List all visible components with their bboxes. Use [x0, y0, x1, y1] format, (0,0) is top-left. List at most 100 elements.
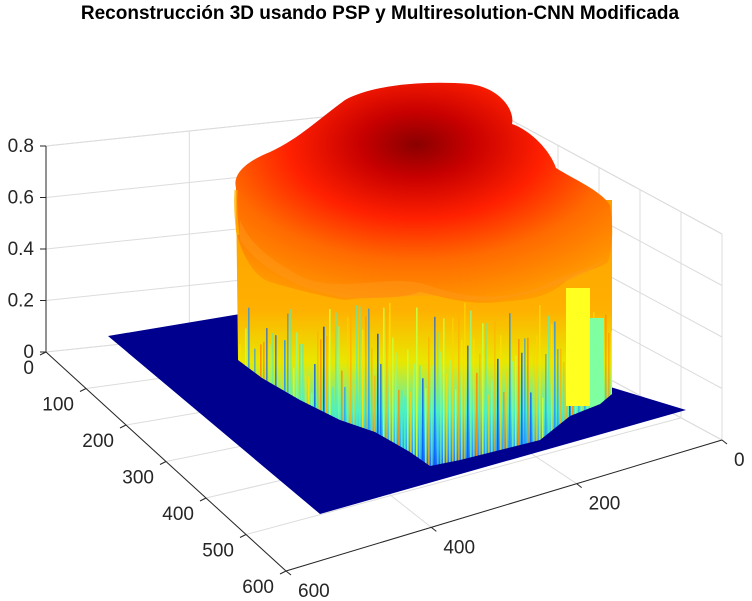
side-stripe	[392, 337, 394, 466]
side-stripe	[389, 302, 391, 466]
side-stripe	[512, 360, 514, 466]
side-stripe	[470, 310, 472, 466]
side-stripe	[287, 313, 289, 466]
x-tick-mark	[239, 534, 247, 538]
side-stripe	[497, 358, 499, 466]
side-stripe	[476, 372, 478, 466]
side-stripe	[527, 337, 529, 466]
side-stripe	[464, 302, 466, 466]
x-tick-mark	[119, 424, 127, 429]
side-stripe	[425, 388, 427, 466]
side-stripe	[356, 305, 358, 466]
z-tick-label: 0.4	[8, 239, 35, 260]
y-tick-label: 200	[589, 494, 621, 515]
side-stripe	[347, 316, 349, 466]
x-tick-label: 400	[162, 504, 194, 525]
side-stripe	[452, 317, 454, 466]
y-tick-mark	[431, 526, 437, 532]
side-stripe	[449, 359, 451, 466]
side-stripe	[440, 351, 442, 466]
side-stripe	[533, 344, 535, 466]
side-stripe	[458, 316, 460, 466]
side-stripe	[518, 339, 520, 466]
y-tick-label: 400	[443, 537, 475, 558]
side-stripe	[398, 389, 400, 466]
side-stripe	[362, 329, 364, 466]
side-stripe	[365, 316, 367, 466]
side-stripe	[563, 361, 565, 466]
z-tick-label: 0.2	[8, 291, 34, 312]
x-tick-label: 0	[23, 358, 34, 379]
side-stripe	[317, 332, 319, 466]
side-stripe	[491, 380, 493, 466]
side-stripe	[479, 353, 481, 466]
side-stripe	[500, 335, 502, 466]
x-tick-label: 100	[42, 395, 74, 416]
side-stripe	[329, 308, 331, 466]
side-stripe	[401, 390, 403, 466]
side-stripe	[575, 384, 577, 466]
side-stripe	[290, 309, 292, 466]
side-stripe	[386, 306, 388, 466]
side-stripe	[554, 321, 556, 466]
side-stripe	[485, 322, 487, 466]
side-stripe	[455, 389, 457, 466]
surface-top-rim	[234, 189, 240, 236]
side-stripe	[473, 339, 475, 466]
side-stripe	[539, 305, 541, 466]
side-stripe	[371, 347, 373, 466]
side-stripe	[428, 336, 430, 466]
y-tick-mark	[576, 483, 582, 489]
side-green-block	[590, 318, 604, 408]
tick-labels: 0 100 200 300 400 500 600 0 200 400 600 0 0.2 0.4 0.6 0…	[8, 136, 745, 601]
side-stripe	[326, 335, 328, 466]
side-stripe	[359, 306, 361, 466]
side-stripe	[395, 352, 397, 466]
side-stripe	[422, 378, 424, 466]
side-stripe	[530, 392, 532, 466]
side-stripe	[551, 324, 553, 466]
side-stripe	[467, 345, 469, 466]
x-tick-mark	[279, 570, 287, 575]
side-stripe	[461, 340, 463, 466]
z-tick-label: 0.6	[8, 188, 34, 209]
z-tick-label: 0.8	[8, 136, 34, 157]
side-stripe	[341, 370, 343, 466]
grid-x-line	[245, 417, 682, 535]
side-stripe	[509, 313, 511, 466]
y-axis-line	[285, 439, 723, 572]
side-stripe	[545, 354, 547, 466]
side-stripe	[407, 349, 409, 466]
side-stripe	[503, 392, 505, 466]
side-stripe	[536, 334, 538, 466]
side-stripe	[431, 365, 433, 466]
side-stripe	[404, 396, 406, 466]
chart-title: Reconstrucción 3D usando PSP y Multireso…	[81, 3, 680, 24]
side-stripe	[437, 331, 439, 466]
y-tick-mark	[285, 570, 292, 576]
side-stripe	[377, 333, 379, 466]
x-tick-label: 500	[202, 541, 234, 562]
side-stripe	[488, 394, 490, 466]
side-stripe	[338, 326, 340, 466]
x-tick-mark	[79, 388, 87, 392]
side-stripe	[374, 375, 376, 466]
side-stripe	[515, 355, 517, 466]
x-tick-mark	[199, 497, 207, 502]
side-stripe	[542, 397, 544, 466]
x-tick-mark	[159, 461, 167, 465]
side-yellow-block	[566, 288, 590, 406]
side-stripe	[335, 312, 337, 466]
side-stripe	[350, 302, 352, 466]
side-stripe	[446, 373, 448, 466]
side-stripe	[320, 339, 322, 466]
side-stripe	[323, 326, 325, 466]
side-stripe	[494, 321, 496, 466]
side-stripe	[419, 365, 421, 466]
side-stripe	[434, 316, 436, 466]
y-tick-label: 600	[298, 581, 330, 601]
y-tick-label: 0	[734, 450, 745, 471]
side-stripe	[443, 318, 445, 466]
side-stripe	[524, 338, 526, 466]
